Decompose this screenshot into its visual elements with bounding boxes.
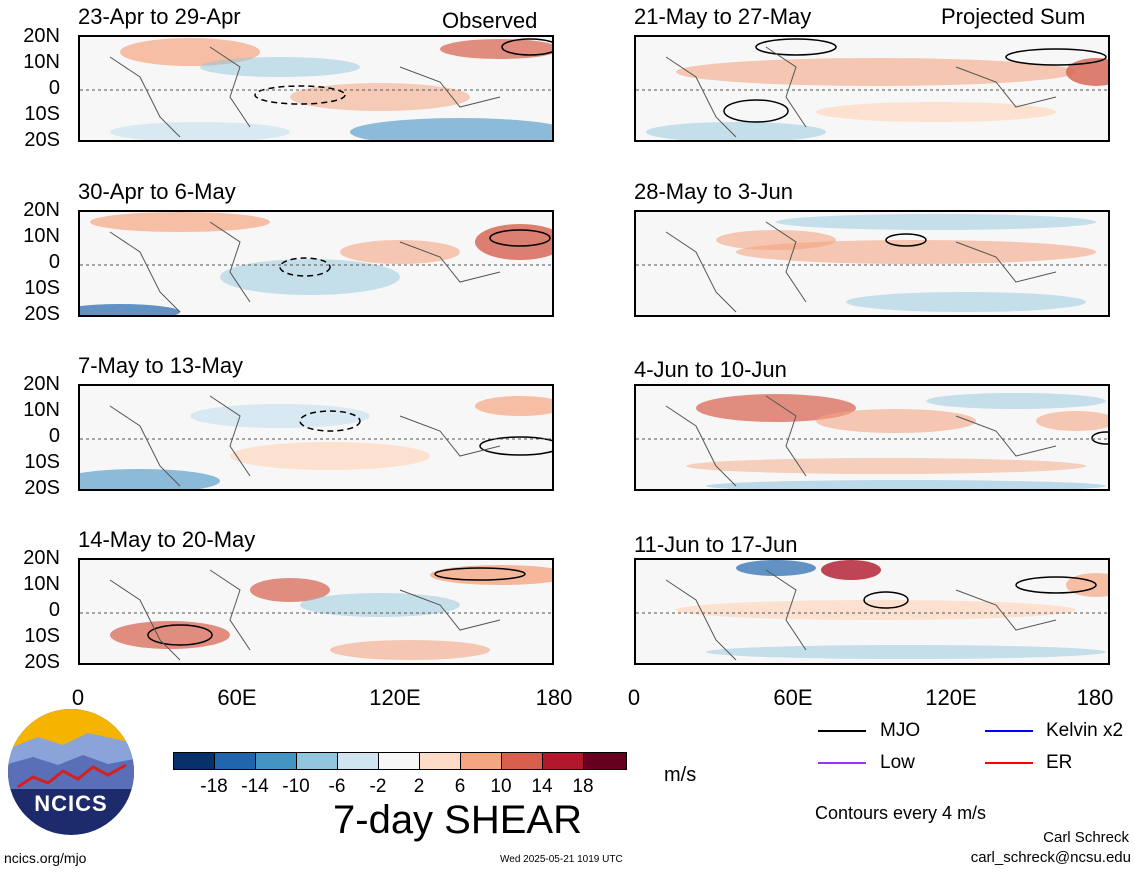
colorbar-cell (214, 752, 256, 770)
ncics-logo: NCICS (8, 709, 134, 835)
lat-label: 10N (23, 51, 60, 73)
lon-label: 60E (773, 685, 813, 710)
panel-title-left-2: 30-Apr to 6-May (78, 179, 236, 204)
lat-label: 20N (23, 373, 60, 395)
footer-author: Carl Schreck (1043, 829, 1129, 846)
lat-label: 20S (24, 477, 60, 499)
colorbar-cell (296, 752, 338, 770)
footer-timestamp: Wed 2025-05-21 1019 UTC (500, 854, 623, 865)
colorbar-unit: m/s (664, 764, 697, 786)
lat-label: 20N (23, 547, 60, 569)
legend-label-kelvin: Kelvin x2 (1046, 720, 1124, 741)
colorbar-cell (378, 752, 420, 770)
shear-field-map (80, 37, 552, 140)
legend-label-mjo: MJO (880, 720, 921, 741)
colorbar-tick: 6 (454, 776, 466, 797)
map-panel-left-1 (78, 35, 554, 142)
legend-line-er (985, 762, 1033, 764)
map-panel-right-1 (634, 35, 1110, 142)
lon-label: 0 (627, 685, 641, 710)
panel-title-left-4: 14-May to 20-May (78, 527, 256, 552)
colorbar-cell (542, 752, 584, 770)
shear-field-map (636, 37, 1108, 140)
colorbar-cell (337, 752, 379, 770)
lon-label: 60E (217, 685, 257, 710)
footer-email[interactable]: carl_schreck@ncsu.edu (970, 849, 1131, 866)
colorbar-cell (501, 752, 543, 770)
colorbar-tick: 10 (490, 776, 512, 797)
map-panel-left-4 (78, 558, 554, 665)
legend-line-low (818, 762, 866, 764)
legend-label-er: ER (1046, 752, 1073, 773)
lat-label: 20S (24, 129, 60, 151)
map-panel-right-3 (634, 384, 1110, 491)
shear-field-map (636, 560, 1108, 663)
map-panel-right-4 (634, 558, 1110, 665)
panel-title-left-1: 23-Apr to 29-Apr (78, 4, 241, 29)
shear-field-map (80, 386, 552, 489)
lat-label: 20N (23, 199, 60, 221)
lat-label: 10S (24, 277, 60, 299)
shear-field-map (636, 212, 1108, 315)
lon-label: 180 (1076, 685, 1114, 710)
contour-note: Contours every 4 m/s (815, 803, 987, 823)
colorbar-tick: -6 (328, 776, 346, 797)
lat-label: 10S (24, 451, 60, 473)
lon-label: 120E (925, 685, 977, 710)
panel-title-right-1: 21-May to 27-May (634, 4, 812, 29)
map-panel-left-3 (78, 384, 554, 491)
lat-label: 10N (23, 399, 60, 421)
lat-label: 20S (24, 651, 60, 673)
lat-label: 0 (48, 77, 60, 99)
lon-label: 0 (71, 685, 85, 710)
colorbar-tick: -14 (241, 776, 269, 797)
lat-label: 10S (24, 625, 60, 647)
shear-field-map (80, 560, 552, 663)
lon-label: 180 (535, 685, 573, 710)
map-panel-right-2 (634, 210, 1110, 317)
map-panel-left-2 (78, 210, 554, 317)
lat-label: 20S (24, 303, 60, 325)
logo-text: NCICS (34, 791, 108, 816)
colorbar-cell (583, 752, 627, 770)
colorbar-tick: 14 (531, 776, 553, 797)
projected-sum-label: Projected Sum (941, 4, 1086, 29)
panel-title-right-3: 4-Jun to 10-Jun (634, 357, 787, 382)
lat-label: 10N (23, 225, 60, 247)
panel-title-right-4: 11-Jun to 17-Jun (634, 532, 798, 557)
colorbar-cell (173, 752, 215, 770)
colorbar-cell (460, 752, 502, 770)
panel-title-right-2: 28-May to 3-Jun (634, 179, 793, 204)
shear-field-map (636, 386, 1108, 489)
main-title: 7-day SHEAR (333, 798, 582, 842)
colorbar-cell (255, 752, 297, 770)
logo-graphic (8, 709, 134, 789)
observed-label: Observed (442, 8, 538, 33)
legend-line-kelvin (985, 730, 1033, 732)
lat-label: 10S (24, 103, 60, 125)
lon-label: 120E (369, 685, 421, 710)
lat-label: 0 (48, 251, 60, 273)
colorbar-tick: -18 (200, 776, 228, 797)
colorbar-cell (419, 752, 461, 770)
colorbar-tick: -10 (282, 776, 310, 797)
lat-label: 0 (48, 425, 60, 447)
colorbar-tick: 2 (413, 776, 425, 797)
lat-label: 0 (48, 599, 60, 621)
colorbar-tick: 18 (572, 776, 594, 797)
lat-label: 10N (23, 573, 60, 595)
lat-label: 20N (23, 25, 60, 47)
panel-title-left-3: 7-May to 13-May (78, 353, 244, 378)
colorbar-tick: -2 (369, 776, 387, 797)
footer-url[interactable]: ncics.org/mjo (4, 850, 87, 866)
legend-line-mjo (818, 730, 866, 732)
legend-label-low: Low (880, 752, 915, 773)
shear-field-map (80, 212, 552, 315)
